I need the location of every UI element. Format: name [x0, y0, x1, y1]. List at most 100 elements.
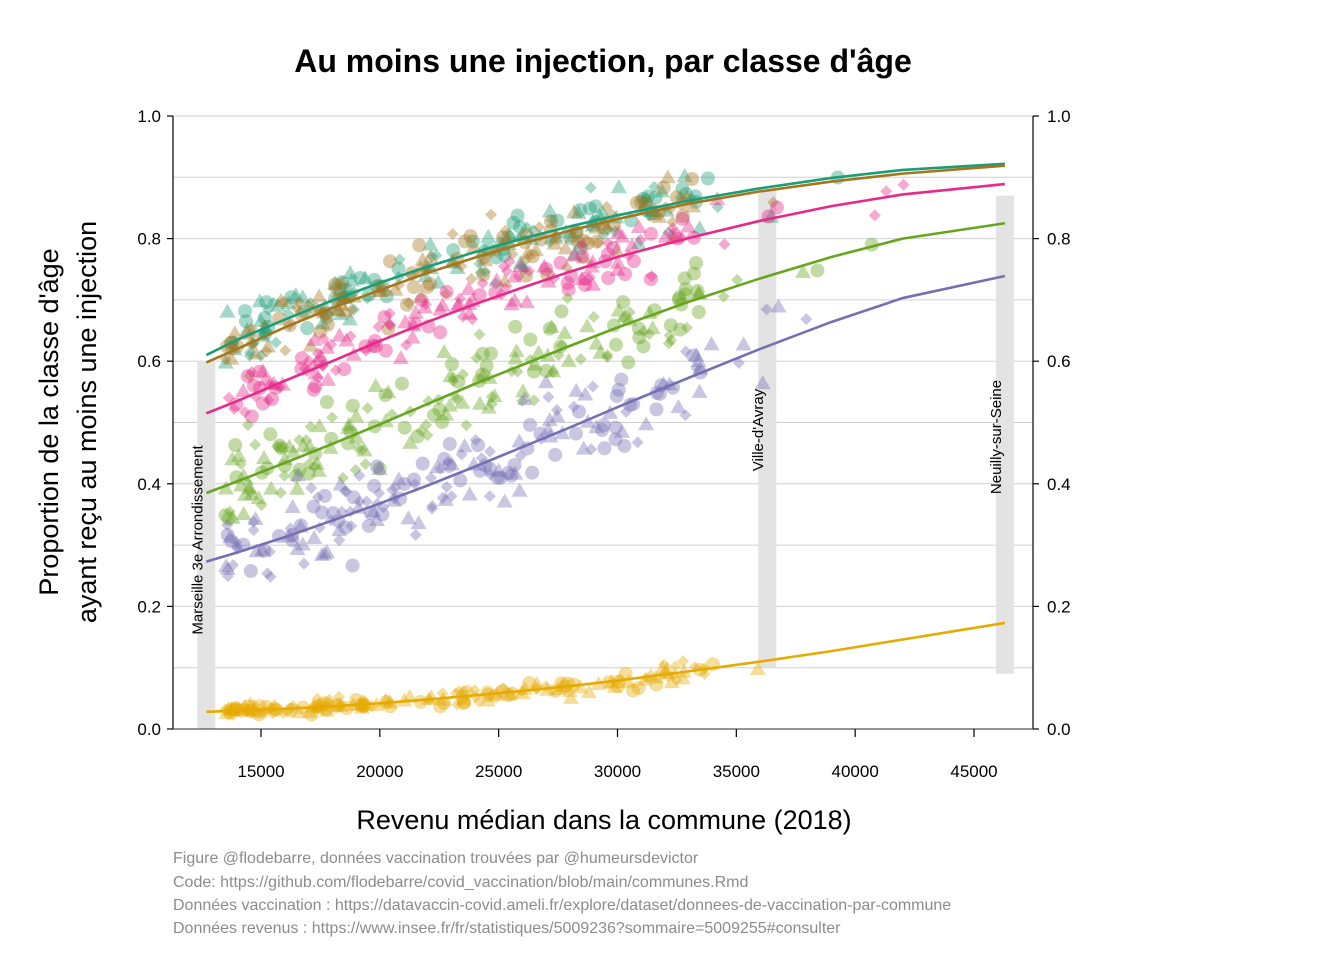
data-point — [400, 510, 417, 525]
data-point — [247, 511, 264, 526]
data-point — [656, 180, 671, 195]
data-point — [272, 311, 287, 326]
data-point — [284, 703, 299, 718]
data-point — [626, 683, 641, 698]
data-point — [333, 534, 346, 547]
data-point — [320, 317, 335, 332]
data-point — [465, 456, 482, 471]
data-point — [677, 271, 692, 286]
data-point — [272, 292, 289, 307]
data-point — [575, 440, 592, 455]
data-point — [274, 486, 287, 499]
data-point — [328, 277, 343, 292]
data-point — [568, 426, 583, 441]
data-point — [557, 240, 574, 255]
data-point — [414, 293, 429, 308]
data-point — [434, 297, 451, 312]
commune-label: Neuilly-sur-Seine — [988, 380, 1005, 494]
data-point — [247, 345, 264, 360]
data-point — [573, 240, 588, 255]
data-point — [250, 490, 267, 505]
data-point — [311, 371, 324, 384]
data-point — [680, 218, 697, 233]
data-point — [402, 434, 419, 449]
data-point — [690, 361, 703, 374]
data-point — [592, 344, 609, 359]
data-point — [679, 345, 692, 358]
data-point — [663, 318, 678, 333]
data-point — [278, 469, 291, 482]
data-point — [318, 702, 335, 717]
data-point — [608, 432, 623, 447]
data-point — [454, 292, 467, 305]
data-point — [678, 187, 693, 202]
data-point — [527, 356, 544, 371]
data-point — [301, 438, 318, 453]
data-point — [691, 383, 708, 398]
data-point — [731, 273, 744, 286]
data-point — [345, 346, 362, 361]
data-point — [643, 272, 658, 287]
data-point — [297, 557, 310, 570]
data-point — [217, 480, 234, 495]
data-point — [346, 490, 361, 505]
data-point — [224, 509, 241, 524]
data-point — [545, 214, 558, 227]
data-point — [387, 281, 404, 296]
data-point — [245, 366, 258, 379]
data-point — [235, 506, 252, 521]
data-point — [432, 301, 449, 316]
data-point — [243, 563, 258, 578]
data-point — [503, 255, 516, 268]
data-point — [631, 321, 646, 336]
data-point — [523, 332, 538, 347]
data-point — [486, 388, 503, 403]
data-point — [479, 358, 494, 373]
data-point — [511, 365, 524, 378]
data-point — [361, 518, 376, 533]
data-point — [659, 169, 676, 184]
data-point — [614, 228, 631, 243]
data-point — [353, 469, 366, 482]
data-point — [330, 302, 347, 317]
data-point — [442, 436, 457, 451]
data-point — [439, 287, 452, 300]
data-point — [600, 200, 613, 213]
data-point — [473, 463, 488, 478]
data-point — [546, 235, 563, 250]
data-point — [669, 660, 682, 673]
highlight-bars — [197, 189, 1014, 729]
data-point — [507, 457, 522, 472]
data-point — [536, 258, 553, 273]
data-point — [596, 221, 611, 236]
data-point — [289, 541, 306, 556]
data-point — [769, 200, 784, 215]
data-point — [239, 314, 254, 329]
data-point — [317, 488, 332, 503]
data-point — [499, 282, 512, 295]
data-point — [397, 476, 412, 491]
data-point — [514, 685, 531, 700]
data-point — [579, 318, 596, 333]
data-point — [672, 290, 687, 305]
data-point — [424, 471, 437, 484]
data-point — [442, 368, 459, 383]
data-point — [621, 355, 636, 370]
data-point — [588, 419, 605, 434]
caption-line-4: Données revenus : https://www.insee.fr/f… — [173, 920, 841, 937]
data-point — [406, 280, 421, 295]
data-point — [294, 536, 311, 551]
caption-line-2: Code: https://github.com/flodebarre/covi… — [173, 874, 749, 891]
data-point — [770, 298, 787, 313]
data-point — [466, 313, 479, 326]
data-point — [479, 265, 492, 278]
data-point — [566, 204, 583, 219]
data-point — [251, 293, 268, 308]
data-point — [654, 660, 671, 675]
fit-curve — [205, 221, 1006, 495]
data-point — [549, 408, 566, 423]
data-point — [287, 287, 304, 302]
data-point — [325, 338, 338, 351]
data-point — [475, 367, 490, 382]
data-point — [375, 507, 390, 522]
